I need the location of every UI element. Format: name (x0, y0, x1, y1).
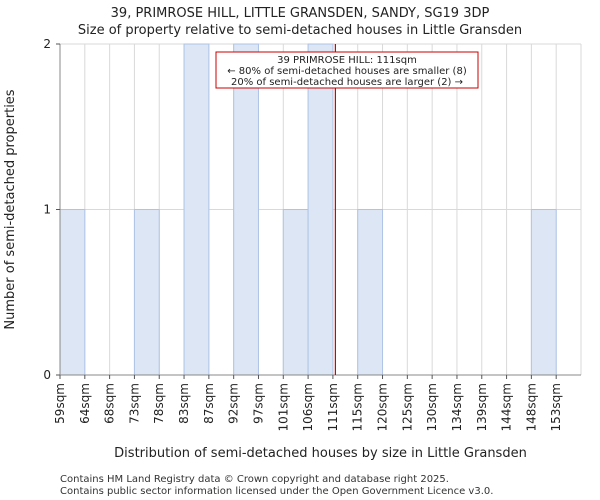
x-tick-label: 92sqm (227, 383, 241, 424)
x-tick-label: 144sqm (500, 383, 514, 431)
y-tick-label: 1 (43, 203, 51, 217)
histogram-bar (530, 209, 557, 376)
chart-subtitle: Size of property relative to semi-detach… (77, 23, 523, 38)
x-tick-label: 134sqm (450, 383, 464, 431)
histogram-bar (59, 209, 86, 376)
histogram-bar (282, 209, 309, 376)
annotation-box (215, 51, 479, 89)
histogram-bar (183, 43, 210, 376)
annotation-text: 39 PRIMROSE HILL: 111sqm (277, 55, 417, 66)
x-tick-label: 148sqm (524, 383, 538, 431)
x-tick-label: 73sqm (127, 383, 141, 424)
x-tick-label: 101sqm (276, 383, 290, 431)
histogram-bar (233, 43, 259, 376)
x-tick-label: 106sqm (301, 383, 315, 431)
x-tick-label: 120sqm (376, 383, 390, 431)
y-axis-label: Number of semi-detached properties (3, 89, 18, 329)
annotation-text: 20% of semi-detached houses are larger (… (231, 77, 463, 88)
x-tick-label: 87sqm (202, 383, 216, 424)
annotation-text: ← 80% of semi-detached houses are smalle… (227, 66, 467, 77)
x-tick-label: 83sqm (177, 383, 191, 424)
histogram-bar (133, 209, 160, 376)
y-tick-label: 0 (43, 368, 51, 382)
x-tick-label: 64sqm (78, 383, 92, 424)
x-tick-label: 59sqm (53, 383, 67, 424)
footer-licence: Contains public sector information licen… (60, 486, 494, 497)
x-tick-label: 97sqm (251, 383, 265, 424)
x-tick-label: 130sqm (425, 383, 439, 431)
chart-title: 39, PRIMROSE HILL, LITTLE GRANSDEN, SAND… (110, 6, 490, 21)
histogram-bar (357, 209, 384, 376)
y-tick-label: 2 (43, 37, 51, 51)
x-tick-label: 78sqm (152, 383, 166, 424)
x-tick-label: 68sqm (103, 383, 117, 424)
x-tick-label: 115sqm (351, 383, 365, 431)
x-tick-label: 125sqm (400, 383, 414, 431)
x-axis-label: Distribution of semi-detached houses by … (114, 446, 527, 461)
x-tick-label: 139sqm (475, 383, 489, 431)
x-tick-label: 111sqm (326, 383, 340, 431)
footer-copyright: Contains HM Land Registry data © Crown c… (60, 474, 449, 485)
x-tick-label: 153sqm (549, 383, 563, 431)
histogram-bar (307, 43, 334, 376)
